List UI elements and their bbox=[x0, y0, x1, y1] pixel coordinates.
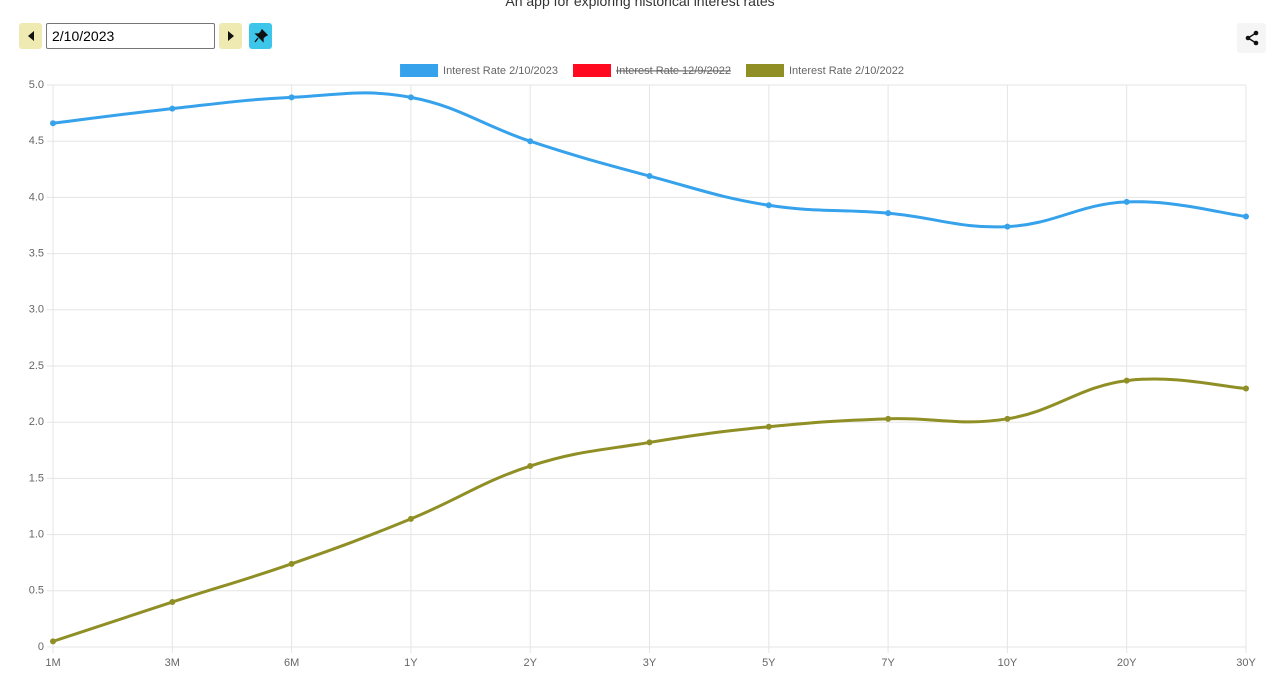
share-button[interactable] bbox=[1237, 23, 1266, 53]
x-tick-label: 10Y bbox=[998, 657, 1018, 669]
series-line bbox=[52, 377, 1247, 643]
x-tick-label: 2Y bbox=[523, 657, 537, 669]
data-point bbox=[765, 202, 772, 209]
y-tick-label: 3.0 bbox=[29, 304, 44, 316]
next-icon bbox=[227, 31, 234, 41]
x-tick-label: 5Y bbox=[762, 657, 776, 669]
data-point bbox=[646, 173, 653, 180]
legend-label: Interest Rate 2/10/2022 bbox=[789, 65, 904, 77]
data-point bbox=[407, 94, 414, 101]
data-point bbox=[169, 599, 176, 606]
data-point bbox=[527, 138, 534, 145]
series-line bbox=[52, 91, 1247, 229]
legend-label: Interest Rate 2/10/2023 bbox=[443, 65, 558, 77]
x-tick-label: 30Y bbox=[1236, 657, 1256, 669]
data-point bbox=[765, 423, 772, 430]
data-point bbox=[407, 515, 414, 522]
y-tick-label: 4.5 bbox=[29, 135, 44, 147]
data-point bbox=[1004, 415, 1011, 422]
y-tick-label: 1.0 bbox=[29, 529, 44, 541]
data-point bbox=[169, 105, 176, 112]
y-tick-label: 2.5 bbox=[29, 360, 44, 372]
subtitle: An app for exploring historical interest… bbox=[505, 0, 775, 9]
data-point bbox=[50, 120, 56, 127]
x-tick-label: 20Y bbox=[1117, 657, 1137, 669]
legend-swatch bbox=[573, 64, 612, 77]
y-tick-label: 2.0 bbox=[29, 416, 44, 428]
share-icon bbox=[1245, 30, 1258, 46]
data-point bbox=[288, 94, 295, 101]
x-tick-label: 3M bbox=[165, 657, 180, 669]
date-input[interactable]: 2/10/2023 bbox=[46, 23, 215, 49]
x-tick-label: 1M bbox=[45, 657, 60, 669]
data-point bbox=[288, 560, 295, 567]
legend-swatch bbox=[745, 64, 784, 77]
legend-label: Interest Rate 12/9/2022 bbox=[616, 65, 731, 77]
x-tick-label: 7Y bbox=[881, 657, 895, 669]
data-point bbox=[1243, 213, 1249, 220]
legend-swatch bbox=[400, 64, 439, 77]
data-point bbox=[1123, 198, 1130, 205]
data-point bbox=[1123, 377, 1130, 384]
data-point bbox=[646, 439, 653, 446]
y-tick-label: 3.5 bbox=[29, 248, 44, 260]
data-point bbox=[1243, 385, 1249, 392]
data-point bbox=[1004, 223, 1011, 230]
y-tick-label: 4.0 bbox=[29, 191, 44, 203]
x-tick-label: 3Y bbox=[643, 657, 657, 669]
data-point bbox=[885, 210, 892, 217]
pin-icon bbox=[253, 29, 268, 43]
x-tick-label: 1Y bbox=[404, 657, 418, 669]
y-tick-label: 5.0 bbox=[29, 79, 44, 91]
next-date-button[interactable] bbox=[219, 23, 242, 49]
y-tick-label: 1.5 bbox=[29, 472, 44, 484]
prev-icon bbox=[27, 31, 34, 41]
y-tick-label: 0 bbox=[38, 641, 44, 653]
data-point bbox=[885, 415, 892, 422]
y-tick-label: 0.5 bbox=[29, 585, 44, 597]
pin-button[interactable] bbox=[249, 23, 272, 49]
x-tick-label: 6M bbox=[284, 657, 299, 669]
data-point bbox=[527, 463, 534, 470]
data-point bbox=[50, 638, 56, 645]
prev-date-button[interactable] bbox=[19, 23, 42, 49]
